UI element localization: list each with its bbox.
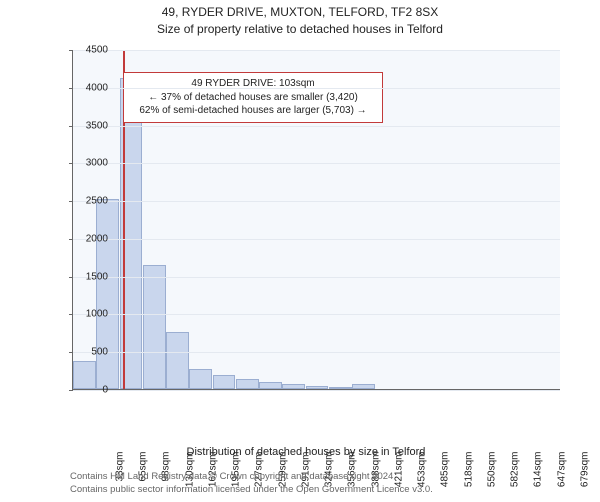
annotation-line-3: 62% of semi-detached houses are larger (… [132, 104, 374, 118]
histogram-bar [213, 375, 236, 389]
annotation-box: 49 RYDER DRIVE: 103sqm ← 37% of detached… [123, 72, 383, 123]
attribution-line-1: Contains HM Land Registry data © Crown c… [70, 471, 433, 483]
title-subtitle: Size of property relative to detached ho… [0, 21, 600, 38]
ytick-label: 3500 [72, 120, 108, 131]
xtick-label: 485sqm [440, 452, 451, 502]
histogram-bar [352, 384, 375, 389]
gridline [73, 390, 560, 391]
attribution-line-2: Contains public sector information licen… [70, 484, 433, 496]
gridline [73, 163, 560, 164]
gridline [73, 239, 560, 240]
attribution-block: Contains HM Land Registry data © Crown c… [70, 471, 433, 496]
gridline [73, 201, 560, 202]
plot-area: 49 RYDER DRIVE: 103sqm ← 37% of detached… [72, 50, 560, 390]
xtick-label: 614sqm [533, 452, 544, 502]
histogram-bar [329, 387, 352, 389]
histogram-bar [143, 265, 166, 389]
title-address: 49, RYDER DRIVE, MUXTON, TELFORD, TF2 8S… [0, 4, 600, 21]
histogram-bar [166, 332, 189, 389]
xtick-label: 679sqm [579, 452, 590, 502]
xtick-label: 518sqm [463, 452, 474, 502]
ytick-label: 4500 [72, 45, 108, 56]
histogram-bar [306, 386, 329, 389]
ytick-label: 4000 [72, 82, 108, 93]
gridline [73, 314, 560, 315]
histogram-bar [236, 379, 259, 389]
chart-title-block: 49, RYDER DRIVE, MUXTON, TELFORD, TF2 8S… [0, 0, 600, 38]
ytick-label: 2000 [72, 233, 108, 244]
gridline [73, 126, 560, 127]
xtick-label: 550sqm [486, 452, 497, 502]
gridline [73, 50, 560, 51]
histogram-bar [189, 369, 212, 389]
chart-container: Number of detached properties 49 RYDER D… [42, 40, 570, 420]
gridline [73, 88, 560, 89]
ytick-label: 1000 [72, 309, 108, 320]
gridline [73, 277, 560, 278]
ytick-label: 2500 [72, 196, 108, 207]
xtick-label: 647sqm [556, 452, 567, 502]
histogram-bar [282, 384, 305, 389]
ytick-label: 1500 [72, 271, 108, 282]
ytick-label: 3000 [72, 158, 108, 169]
ytick-label: 500 [72, 347, 108, 358]
annotation-line-2: ← 37% of detached houses are smaller (3,… [132, 91, 374, 105]
gridline [73, 352, 560, 353]
ytick-label: 0 [72, 385, 108, 396]
histogram-bar [96, 199, 119, 389]
histogram-bar [259, 382, 282, 389]
xtick-label: 582sqm [510, 452, 521, 502]
